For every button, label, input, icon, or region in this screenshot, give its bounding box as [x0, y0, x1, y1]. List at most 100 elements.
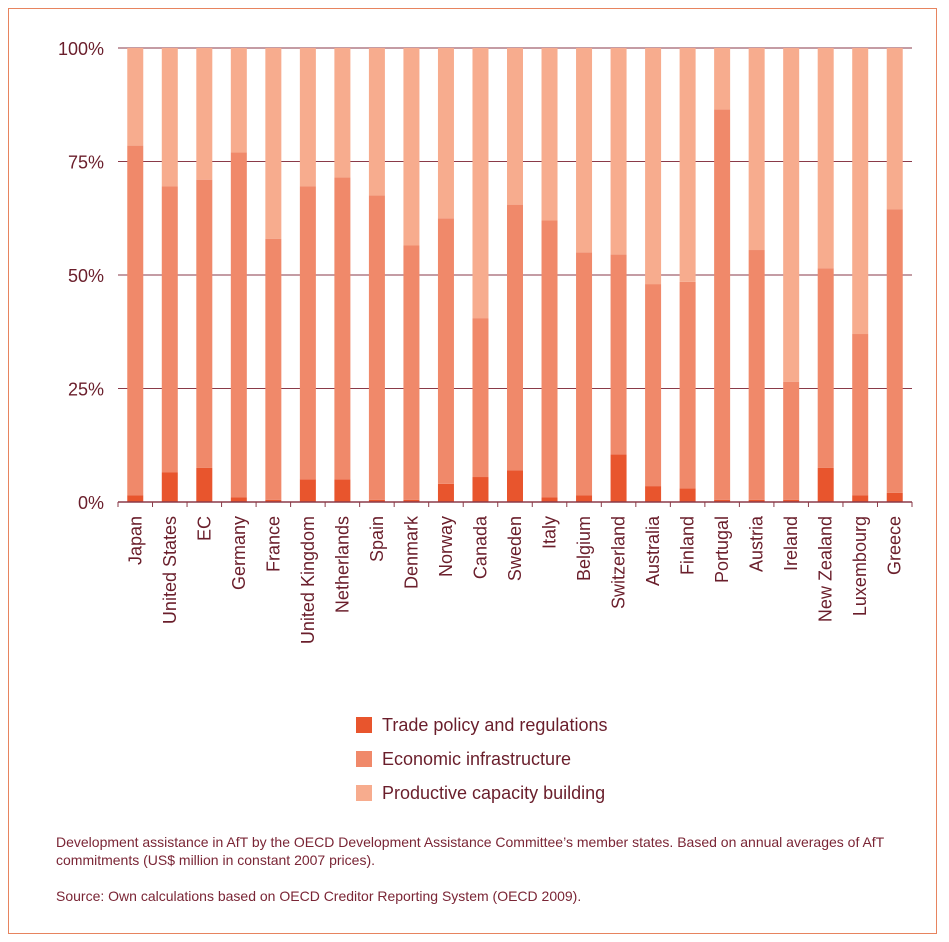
- bar-segment-trade-policy: [368, 499, 385, 502]
- bar-segment-productive-capacity: [610, 48, 627, 255]
- bar-segment-economic-infrastructure: [645, 284, 662, 487]
- bar-segment-trade-policy: [299, 479, 316, 502]
- bar-segment-economic-infrastructure: [679, 281, 696, 489]
- chart-legend: Trade policy and regulations Economic in…: [356, 708, 607, 810]
- bar-segment-trade-policy: [230, 497, 247, 502]
- legend-item-trade-policy: Trade policy and regulations: [356, 708, 607, 742]
- bar-segment-trade-policy: [472, 477, 489, 502]
- bar-segment-trade-policy: [748, 499, 765, 502]
- bar-segment-economic-infrastructure: [748, 250, 765, 500]
- bar-segment-productive-capacity: [852, 48, 869, 335]
- x-tick-label: Sweden: [505, 516, 525, 581]
- x-tick-label: Denmark: [401, 515, 421, 589]
- x-tick-label: Japan: [125, 516, 145, 565]
- bar-segment-trade-policy: [161, 472, 178, 502]
- bar-segment-trade-policy: [886, 492, 903, 502]
- bar-segment-trade-policy: [783, 499, 800, 502]
- x-tick-label: EC: [194, 516, 214, 541]
- x-tick-label: Spain: [367, 516, 387, 562]
- bar-segment-productive-capacity: [403, 48, 420, 246]
- x-tick-label: New Zealand: [816, 516, 836, 622]
- figure-caption: Development assistance in AfT by the OEC…: [56, 834, 884, 868]
- bar-segment-economic-infrastructure: [265, 238, 282, 500]
- bar-segment-productive-capacity: [334, 48, 351, 178]
- bar-segment-trade-policy: [679, 488, 696, 502]
- y-tick-label: 50%: [68, 266, 104, 286]
- bar-segment-productive-capacity: [265, 48, 282, 239]
- x-tick-label: Canada: [470, 515, 490, 579]
- bar-segment-productive-capacity: [161, 48, 178, 187]
- bar-segment-trade-policy: [507, 470, 523, 502]
- x-tick-label: France: [263, 516, 283, 572]
- bar-segment-trade-policy: [645, 486, 662, 502]
- x-tick-label: Luxembourg: [850, 516, 870, 616]
- bar-segment-productive-capacity: [541, 48, 558, 221]
- bar-segment-productive-capacity: [437, 48, 454, 219]
- bar-segment-productive-capacity: [368, 48, 385, 196]
- bar-segment-trade-policy: [196, 467, 213, 502]
- bar-segment-trade-policy: [127, 495, 144, 502]
- bar-segment-economic-infrastructure: [196, 179, 213, 468]
- bar-segment-productive-capacity: [127, 48, 144, 146]
- bar-segment-productive-capacity: [886, 48, 903, 210]
- bar-segment-trade-policy: [610, 454, 627, 502]
- legend-label-trade-policy: Trade policy and regulations: [382, 714, 608, 735]
- x-tick-label: Australia: [643, 515, 663, 586]
- bar-segment-economic-infrastructure: [472, 318, 489, 478]
- bar-segment-trade-policy: [265, 499, 282, 502]
- bar-segment-productive-capacity: [817, 48, 834, 269]
- x-tick-label: Germany: [229, 516, 249, 590]
- bar-segment-economic-infrastructure: [541, 220, 558, 498]
- x-tick-label: United States: [160, 516, 180, 624]
- bar-segment-productive-capacity: [783, 48, 800, 382]
- bar-segment-economic-infrastructure: [403, 245, 420, 500]
- bar-segment-productive-capacity: [679, 48, 696, 282]
- bar-segment-economic-infrastructure: [299, 186, 316, 480]
- x-tick-label: Belgium: [574, 516, 594, 581]
- bar-segment-economic-infrastructure: [852, 334, 869, 496]
- bar-segment-productive-capacity: [196, 48, 213, 180]
- bar-segment-productive-capacity: [299, 48, 316, 187]
- bar-segment-economic-infrastructure: [886, 209, 903, 493]
- bar-segment-trade-policy: [817, 467, 834, 502]
- y-tick-label: 75%: [68, 153, 104, 173]
- bar-segment-economic-infrastructure: [334, 177, 351, 480]
- bar-segment-economic-infrastructure: [783, 381, 800, 500]
- bar-segment-trade-policy: [852, 495, 869, 502]
- x-tick-label: Switzerland: [609, 516, 629, 609]
- x-tick-label: Finland: [678, 516, 698, 575]
- y-tick-label: 0%: [78, 493, 104, 513]
- bar-segment-economic-infrastructure: [817, 268, 834, 468]
- bar-segment-trade-policy: [576, 495, 593, 502]
- bar-segment-economic-infrastructure: [437, 218, 454, 484]
- x-tick-label: Italy: [540, 516, 560, 549]
- bar-segment-productive-capacity: [714, 48, 731, 110]
- legend-item-productive-capacity: Productive capacity building: [356, 776, 607, 810]
- bar-segment-productive-capacity: [748, 48, 765, 251]
- bar-segment-economic-infrastructure: [610, 254, 627, 455]
- bar-segment-economic-infrastructure: [576, 252, 593, 496]
- bar-segment-productive-capacity: [507, 48, 523, 205]
- bar-segment-productive-capacity: [472, 48, 489, 319]
- legend-swatch-economic-infrastructure: [356, 751, 372, 767]
- y-tick-label: 100%: [58, 39, 104, 59]
- bar-segment-economic-infrastructure: [714, 109, 731, 500]
- figure-source: Source: Own calculations based on OECD C…: [56, 888, 582, 904]
- bar-segment-productive-capacity: [230, 48, 247, 153]
- x-tick-label: Norway: [436, 516, 456, 577]
- bar-segment-trade-policy: [334, 479, 351, 502]
- bar-segment-trade-policy: [403, 499, 420, 502]
- bar-segment-economic-infrastructure: [127, 145, 144, 496]
- bar-segment-economic-infrastructure: [368, 195, 385, 500]
- x-tick-label: Greece: [885, 516, 905, 575]
- x-tick-label: Portugal: [712, 516, 732, 583]
- bar-segment-trade-policy: [714, 499, 731, 502]
- x-tick-label: Austria: [747, 515, 767, 572]
- bar-segment-trade-policy: [541, 497, 558, 502]
- x-tick-label: Ireland: [781, 516, 801, 571]
- bar-segment-productive-capacity: [576, 48, 593, 253]
- bar-segment-economic-infrastructure: [507, 204, 523, 471]
- bar-segment-economic-infrastructure: [161, 186, 178, 473]
- legend-swatch-productive-capacity: [356, 785, 372, 801]
- legend-item-economic-infrastructure: Economic infrastructure: [356, 742, 607, 776]
